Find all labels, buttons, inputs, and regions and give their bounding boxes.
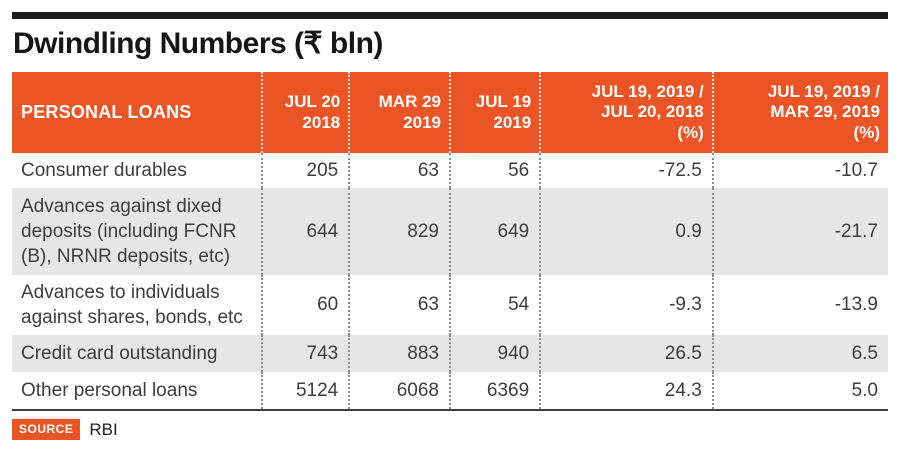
table-body: Consumer durables 205 63 56 -72.5 -10.7 … [12,153,888,410]
cell-value: 5124 [260,372,350,410]
cell-value: 6068 [348,372,450,410]
cell-value: 644 [260,188,350,275]
cell-value: 6369 [448,372,541,410]
source-line: SOURCE RBI [12,419,118,440]
table-row: Other personal loans 5124 6068 6369 24.3… [12,372,888,410]
header-pct-jul19-vs-mar29: JUL 19, 2019 / MAR 29, 2019 (%) [711,72,888,153]
cell-value: 0.9 [539,188,713,275]
row-label: Advances against dixed deposits (includi… [21,195,237,268]
cell-value: 54 [448,275,541,335]
cell-value: 26.5 [539,335,713,372]
cell-value: 63 [348,275,450,335]
cell-value: -72.5 [539,153,713,188]
cell-value: -13.9 [711,275,888,335]
cell-value: 743 [260,335,350,372]
cell-value: 63 [348,153,450,188]
cell-value: -21.7 [711,188,888,275]
source-value: RBI [89,419,118,439]
cell-value: 60 [260,275,350,335]
row-label: Consumer durables [21,159,187,181]
cell-value: 883 [348,335,450,372]
table-header: PERSONAL LOANS JUL 20 2018 MAR 29 2019 J… [12,72,888,153]
row-label: Advances to individuals against shares, … [21,281,243,328]
top-rule-bar [12,12,888,19]
cell-value: 6.5 [711,335,888,372]
cell-value: -10.7 [711,153,888,188]
table-row: Advances against dixed deposits (includi… [12,188,888,275]
header-pct-jul19-vs-jul20: JUL 19, 2019 / JUL 20, 2018 (%) [539,72,713,153]
cell-value: -9.3 [539,275,713,335]
cell-value: 649 [448,188,541,275]
table-row: Consumer durables 205 63 56 -72.5 -10.7 [12,153,888,188]
header-mar29-2019: MAR 29 2019 [348,72,450,153]
header-jul19-2019: JUL 19 2019 [448,72,541,153]
cell-value: 940 [448,335,541,372]
cell-value: 205 [260,153,350,188]
table-row: Credit card outstanding 743 883 940 26.5… [12,335,888,372]
page-title: Dwindling Numbers (₹ bln) [13,27,383,60]
cell-value: 24.3 [539,372,713,410]
header-jul20-2018: JUL 20 2018 [260,72,350,153]
cell-value: 56 [448,153,541,188]
cell-value: 829 [348,188,450,275]
header-personal-loans: PERSONAL LOANS [12,72,262,153]
personal-loans-table: PERSONAL LOANS JUL 20 2018 MAR 29 2019 J… [12,72,888,411]
cell-value: 5.0 [711,372,888,410]
row-label: Other personal loans [21,379,198,401]
header-row: PERSONAL LOANS JUL 20 2018 MAR 29 2019 J… [12,72,888,153]
source-badge: SOURCE [12,419,81,440]
table-row: Advances to individuals against shares, … [12,275,888,335]
row-label: Credit card outstanding [21,342,218,364]
